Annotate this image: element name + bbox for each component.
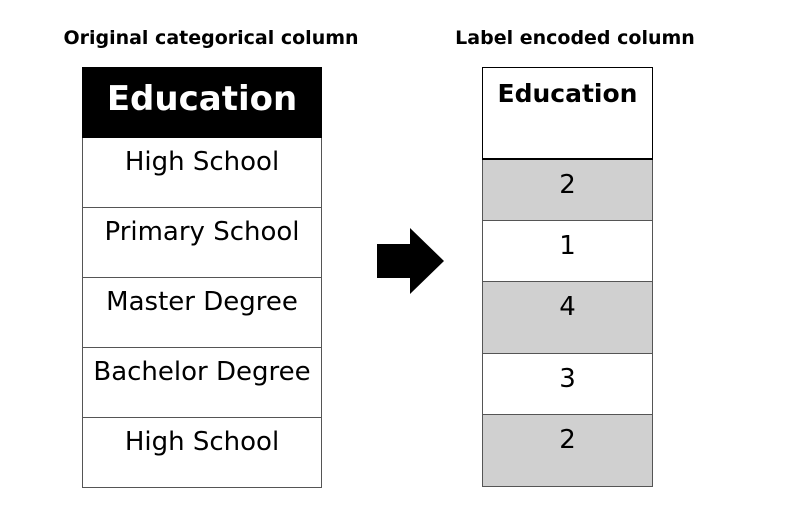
right-table-row: 2 <box>482 415 653 487</box>
label-encoded-table: Education 2 1 4 3 2 <box>482 67 653 487</box>
left-caption: Original categorical column <box>63 27 359 49</box>
left-table-row: High School <box>82 418 322 488</box>
right-caption: Label encoded column <box>455 27 695 49</box>
right-table-row: 3 <box>482 354 653 415</box>
left-table-row: Primary School <box>82 208 322 278</box>
left-table-row: Bachelor Degree <box>82 348 322 418</box>
left-table-header: Education <box>82 67 322 138</box>
right-table-row: 4 <box>482 282 653 354</box>
right-table-header: Education <box>482 67 653 160</box>
right-table-row: 1 <box>482 221 653 282</box>
arrow-shape <box>377 228 444 294</box>
right-table-row: 2 <box>482 160 653 221</box>
left-table-row: High School <box>82 138 322 208</box>
left-table-row: Master Degree <box>82 278 322 348</box>
right-arrow-icon <box>377 228 444 294</box>
original-categorical-table: Education High School Primary School Mas… <box>82 67 322 488</box>
